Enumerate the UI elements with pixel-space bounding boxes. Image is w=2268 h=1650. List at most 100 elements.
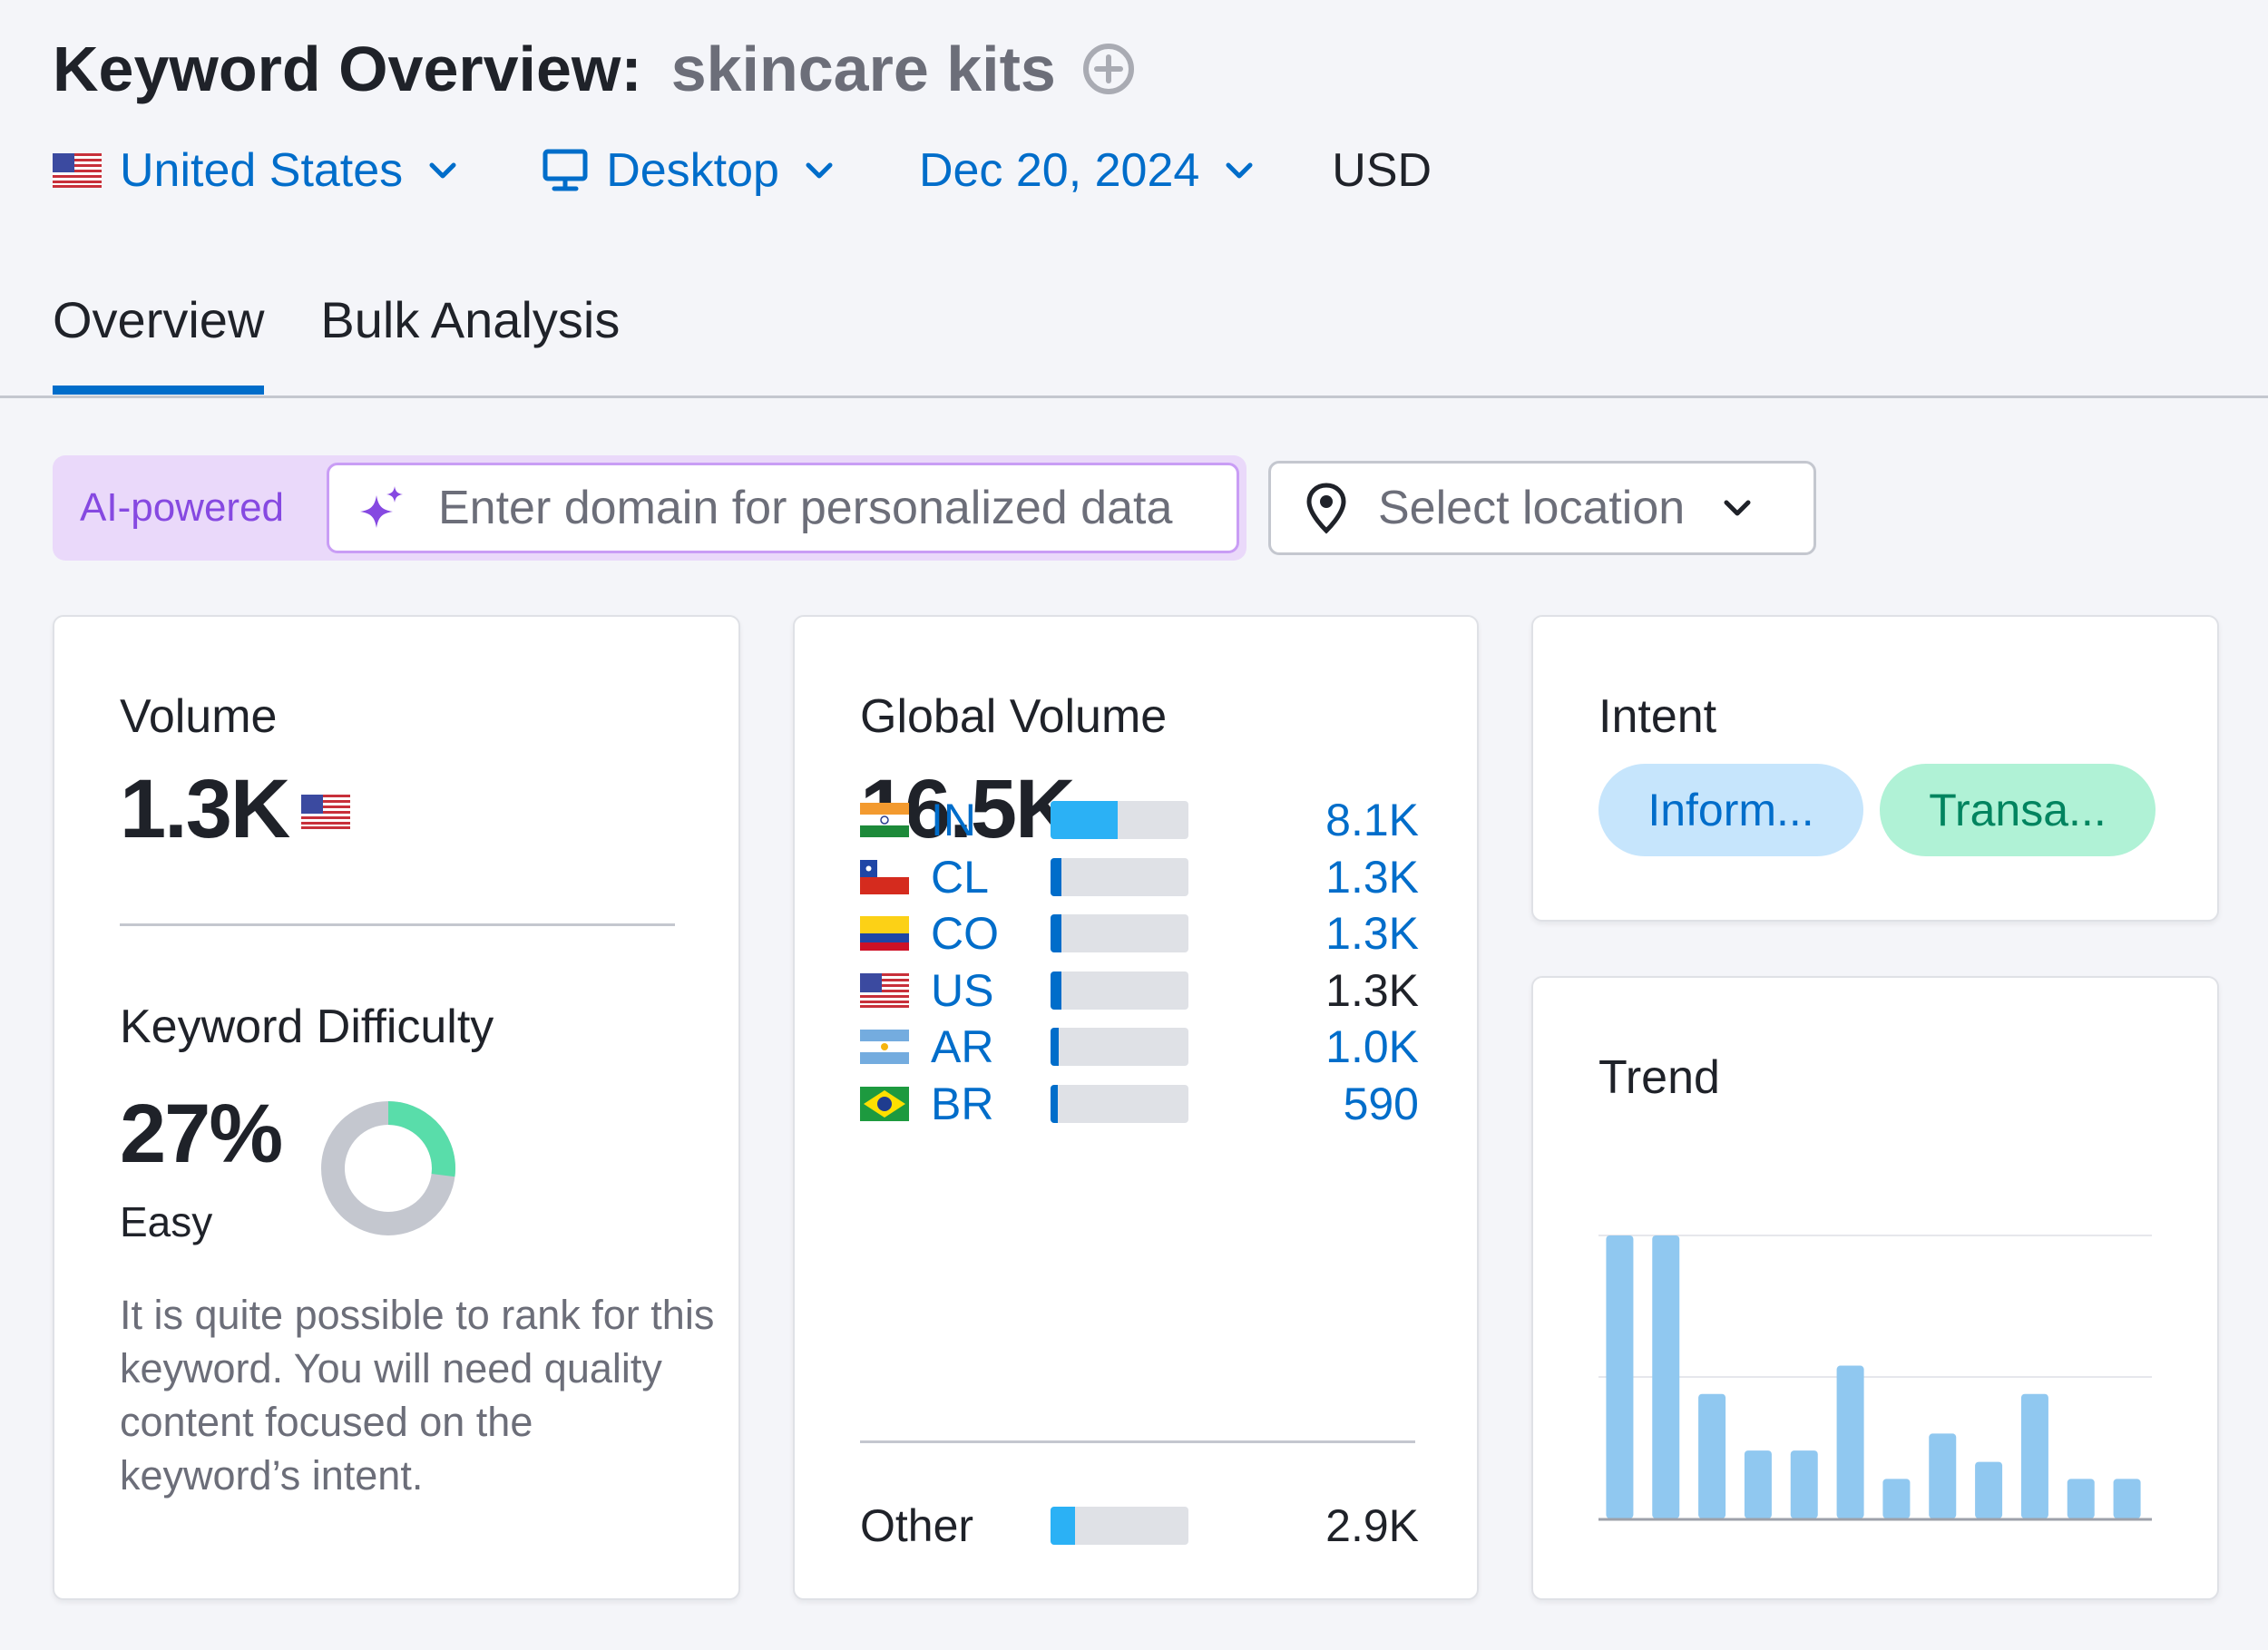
intent-transactional-tag[interactable]: Transa... xyxy=(1880,764,2156,856)
tab-overview[interactable]: Overview xyxy=(53,290,265,395)
country-row-co: CO 1.3K xyxy=(860,906,1419,961)
volume-divider xyxy=(120,923,675,926)
country-code[interactable]: BR xyxy=(931,1079,994,1129)
volume-value: 1.3K xyxy=(120,763,290,855)
country-row-us: US 1.3K xyxy=(860,963,1419,1018)
date-label: Dec 20, 2024 xyxy=(918,144,1200,197)
chevron-down-icon xyxy=(429,162,456,179)
date-selector[interactable]: Dec 20, 2024 xyxy=(919,143,1257,198)
br-flag-icon xyxy=(860,1087,909,1121)
country-code[interactable]: CL xyxy=(931,851,989,903)
trend-bar-6[interactable] xyxy=(1836,1365,1864,1518)
chevron-down-icon xyxy=(1724,500,1751,516)
trend-bar-3[interactable] xyxy=(1698,1393,1726,1518)
other-label: Other xyxy=(860,1500,974,1551)
filter-bar: United States Desktop Dec 20, 2024 USD xyxy=(53,143,1513,198)
country-value[interactable]: 590 xyxy=(1343,1079,1419,1129)
country-bar-track xyxy=(1051,1085,1188,1123)
kd-donut-chart xyxy=(321,1101,455,1235)
kd-value: 27% xyxy=(120,1088,283,1180)
country-row-ar: AR 1.0K xyxy=(860,1020,1419,1074)
tabs-divider xyxy=(0,395,2268,398)
country-value[interactable]: 8.1K xyxy=(1325,795,1419,845)
trend-bar-5[interactable] xyxy=(1790,1450,1818,1518)
chevron-down-icon xyxy=(806,162,833,179)
kd-donut-arc xyxy=(321,1101,455,1235)
country-bar-fill xyxy=(1051,801,1119,839)
trend-bar-1[interactable] xyxy=(1606,1235,1634,1518)
currency-label: USD xyxy=(1332,144,1432,197)
intent-informational-tag[interactable]: Inform... xyxy=(1598,764,1863,856)
trend-bar-11[interactable] xyxy=(2067,1479,2095,1518)
trend-bar-12[interactable] xyxy=(2113,1479,2141,1518)
other-bar-fill xyxy=(1051,1507,1076,1545)
country-bar-fill xyxy=(1051,1085,1058,1123)
trend-bar-2[interactable] xyxy=(1652,1235,1680,1518)
country-bar-track xyxy=(1051,1028,1188,1067)
other-bar-track xyxy=(1051,1507,1188,1545)
ar-flag-icon xyxy=(860,1030,909,1065)
country-bar-fill xyxy=(1051,857,1062,896)
other-row: Other 2.9K xyxy=(860,1499,1419,1553)
ai-domain-box: AI-powered xyxy=(53,455,1246,561)
trend-card: Trend xyxy=(1531,976,2219,1600)
add-keyword-icon[interactable] xyxy=(1081,42,1136,96)
volume-label: Volume xyxy=(120,690,278,743)
co-flag-icon xyxy=(860,916,909,952)
trend-bar-9[interactable] xyxy=(1975,1461,2003,1518)
country-code[interactable]: IN xyxy=(931,795,976,845)
trend-chart xyxy=(1598,1235,2152,1521)
country-bar-track xyxy=(1051,971,1188,1010)
country-bar-fill xyxy=(1051,914,1062,953)
tab-bulk-analysis[interactable]: Bulk Analysis xyxy=(320,291,621,348)
country-code[interactable]: US xyxy=(931,964,994,1016)
chevron-down-icon xyxy=(1226,162,1253,179)
desktop-icon xyxy=(543,149,588,192)
in-flag-icon xyxy=(860,803,909,837)
kd-label: Keyword Difficulty xyxy=(120,1001,494,1053)
device-selector[interactable]: Desktop xyxy=(543,143,837,198)
trend-bar-8[interactable] xyxy=(1929,1433,1957,1518)
tab-bar: Overview Bulk Analysis xyxy=(53,290,676,395)
country-row-br: BR 590 xyxy=(860,1077,1419,1131)
country-bar-track xyxy=(1051,914,1188,953)
location-placeholder: Select location xyxy=(1378,482,1686,534)
country-code[interactable]: CO xyxy=(931,908,999,960)
country-value: 1.3K xyxy=(1325,964,1419,1016)
country-row-in: IN 8.1K xyxy=(860,793,1419,847)
other-value: 2.9K xyxy=(1325,1500,1419,1551)
trend-bar-4[interactable] xyxy=(1744,1450,1772,1518)
domain-input-wrapper[interactable] xyxy=(327,463,1239,553)
country-value[interactable]: 1.3K xyxy=(1325,908,1419,960)
country-label: United States xyxy=(120,144,404,197)
trend-bar-10[interactable] xyxy=(2020,1393,2048,1518)
domain-input[interactable] xyxy=(438,481,1237,535)
us-flag-icon xyxy=(301,795,350,829)
page-title: Keyword Overview: xyxy=(53,34,642,104)
device-label: Desktop xyxy=(606,144,779,197)
country-value[interactable]: 1.3K xyxy=(1325,851,1419,903)
global-volume-card: Global Volume 16.5K IN 8.1K CL 1.3K CO 1.3K US… xyxy=(793,615,1479,1600)
trend-bar-7[interactable] xyxy=(1882,1479,1911,1518)
page-header: Keyword Overview: skincare kits xyxy=(53,33,1136,105)
intent-label: Intent xyxy=(1598,690,1717,743)
location-select[interactable]: Select location xyxy=(1268,461,1816,555)
intent-card: Intent Inform... Transa... xyxy=(1531,615,2219,922)
location-pin-icon xyxy=(1306,483,1346,534)
country-row-cl: CL 1.3K xyxy=(860,850,1419,904)
sparkle-icon xyxy=(360,486,403,528)
country-code[interactable]: AR xyxy=(931,1021,994,1073)
us-flag-icon xyxy=(53,153,102,188)
country-bar-track xyxy=(1051,801,1188,839)
us-flag-icon xyxy=(860,972,909,1008)
trend-label: Trend xyxy=(1598,1051,1720,1104)
country-selector[interactable]: United States xyxy=(53,143,461,198)
country-bar-fill xyxy=(1051,971,1062,1010)
kd-description: It is quite possible to rank for this ke… xyxy=(120,1292,715,1499)
country-value[interactable]: 1.0K xyxy=(1325,1021,1419,1073)
ai-powered-badge: AI-powered xyxy=(80,485,285,530)
keyword-title: skincare kits xyxy=(670,34,1056,104)
global-volume-label: Global Volume xyxy=(860,690,1168,743)
global-volume-divider xyxy=(860,1440,1415,1443)
kd-level: Easy xyxy=(120,1198,213,1245)
